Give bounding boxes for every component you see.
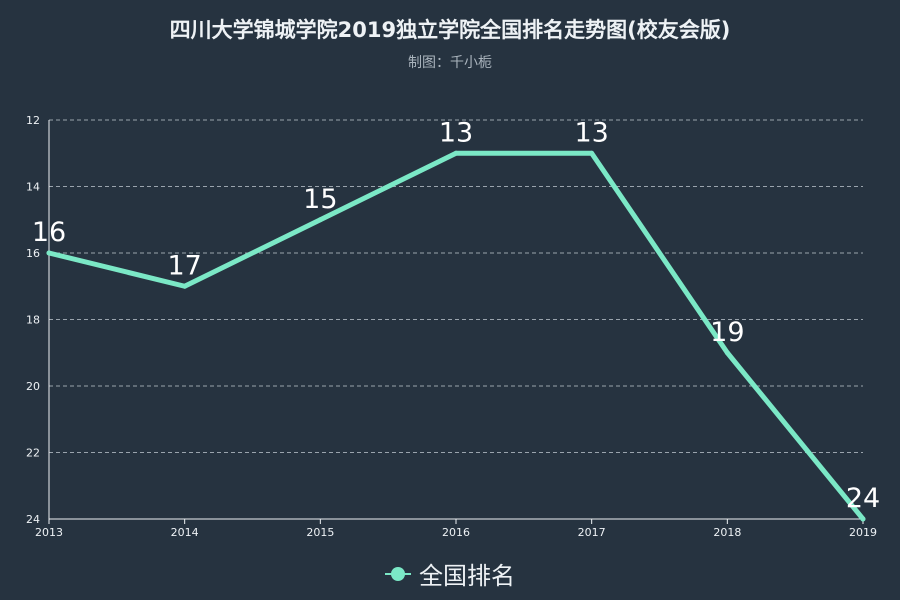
data-label: 19 (710, 317, 744, 348)
y-tick-label: 18 (26, 314, 40, 327)
x-tick-label: 2015 (306, 526, 334, 539)
data-point (317, 217, 323, 223)
x-tick-label: 2019 (849, 526, 877, 539)
y-tick-label: 20 (26, 380, 40, 393)
legend-label: 全国排名 (419, 562, 515, 590)
legend-marker-icon (385, 566, 411, 581)
y-tick-label: 12 (26, 114, 40, 127)
data-label: 13 (439, 117, 473, 148)
chart-subtitle: 制图：千小栀 (408, 55, 492, 71)
data-label: 24 (846, 483, 880, 514)
x-tick-label: 2018 (713, 526, 741, 539)
x-tick-label: 2014 (171, 526, 199, 539)
data-point (724, 350, 730, 356)
data-point (453, 150, 459, 156)
data-label: 16 (32, 217, 66, 248)
x-tick-label: 2013 (35, 526, 63, 539)
chart-title: 四川大学锦城学院2019独立学院全国排名走势图(校友会版) (169, 18, 731, 42)
y-tick-label: 14 (26, 181, 40, 194)
legend[interactable]: 全国排名 (0, 556, 900, 591)
y-tick-label: 24 (26, 513, 40, 526)
x-tick-label: 2016 (442, 526, 470, 539)
data-point (860, 516, 866, 522)
data-point (46, 250, 52, 256)
y-tick-label: 16 (26, 247, 40, 260)
data-label: 13 (574, 117, 608, 148)
y-tick-label: 22 (26, 447, 40, 460)
x-tick-label: 2017 (578, 526, 606, 539)
data-point (182, 283, 188, 289)
data-label: 17 (167, 250, 201, 281)
data-point (589, 150, 595, 156)
data-label: 15 (303, 184, 337, 215)
